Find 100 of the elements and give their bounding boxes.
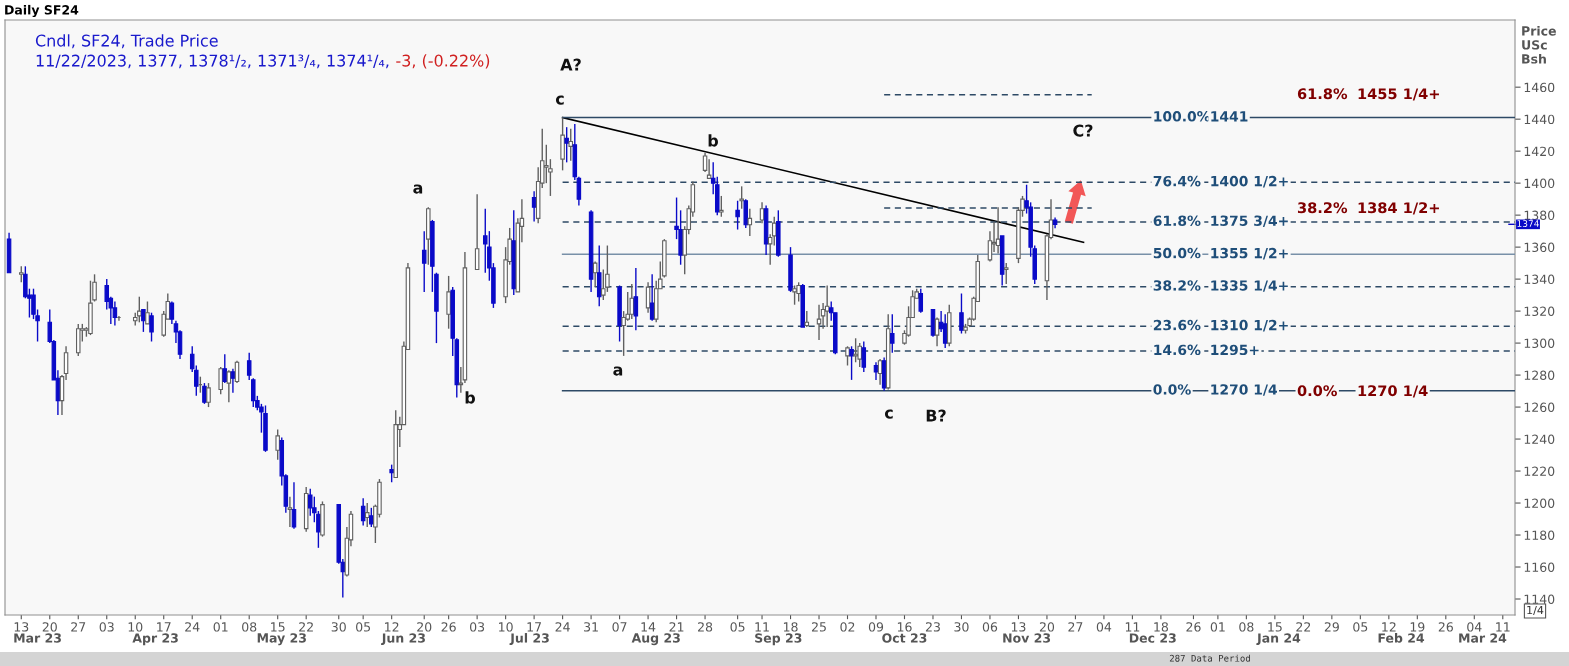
- candlestick: [629, 283, 635, 320]
- candlestick: [934, 316, 940, 347]
- x-tick-label: 20: [417, 622, 432, 632]
- x2-tick-label: Jun 23: [381, 633, 425, 646]
- x-tick-label: 20: [42, 622, 57, 632]
- annotation: 23.6%: [1153, 319, 1201, 331]
- annotation: 1375 3/4+: [1211, 215, 1288, 228]
- y-tick-label: 1240: [1524, 434, 1555, 444]
- candlestick: [149, 312, 154, 343]
- x-tick-label: 30: [331, 622, 346, 632]
- candlestick: [804, 310, 810, 328]
- annotation: 1400 1/2+: [1211, 175, 1288, 188]
- candlestick: [421, 230, 427, 293]
- candlestick: [853, 337, 858, 363]
- x-tick-label: 27: [71, 622, 86, 632]
- annotation: 14.6%: [1154, 344, 1201, 356]
- x-tick-label: 10: [128, 622, 143, 632]
- candlestick: [743, 198, 749, 229]
- candlestick: [230, 367, 236, 394]
- candlestick: [369, 507, 374, 528]
- x2-tick-label: Oct 23: [882, 633, 927, 643]
- text: 287 Data Period: [1169, 654, 1250, 662]
- annotation: 38.2%: [1297, 202, 1348, 214]
- y-tick-label: 1400: [1524, 178, 1555, 189]
- x2-tick-label: Apr 23: [132, 633, 178, 646]
- candlestick: [560, 116, 565, 172]
- x-tick-label: 28: [698, 622, 713, 632]
- candlestick: [739, 185, 744, 210]
- candlestick: [287, 495, 293, 528]
- annotation: 1310 1/2+: [1211, 319, 1288, 332]
- candlestick: [75, 323, 81, 357]
- candlestick: [564, 126, 569, 164]
- candlestick: [474, 193, 480, 271]
- x2-tick-label: Mar 24: [1459, 633, 1507, 643]
- candlestick: [568, 128, 574, 162]
- x-tick-label: 23: [925, 622, 940, 632]
- annotation: C?: [1073, 124, 1093, 137]
- candlestick: [735, 200, 740, 231]
- x-tick-label: 26: [441, 622, 456, 632]
- x2-tick-label: Nov 23: [1003, 633, 1051, 643]
- x2-tick-label: Feb 24: [1378, 633, 1425, 643]
- annotation: 1335 1/4+: [1211, 280, 1288, 292]
- candlestick: [861, 340, 867, 373]
- candlestick: [364, 502, 370, 528]
- x-tick-label: 22: [1296, 622, 1311, 632]
- x-tick-label: 05: [356, 622, 371, 632]
- y-axis-title: Price USc Bsh: [1522, 25, 1556, 64]
- x2-tick-label: May 23: [257, 633, 306, 646]
- x-tick-label: 24: [555, 622, 570, 632]
- x-tick-label: 30: [954, 622, 969, 632]
- y-tick-label: 1360: [1524, 242, 1555, 253]
- y-tick-label: 1320: [1524, 306, 1555, 317]
- x-tick-label: 13: [14, 622, 29, 632]
- chart-title: Daily SF24: [5, 4, 79, 18]
- x2-tick-label: Jul 23: [509, 633, 549, 646]
- annotation: 61.8%: [1297, 88, 1348, 100]
- x-tick-label: 15: [1268, 622, 1282, 632]
- x-tick-label: 27: [1068, 622, 1083, 632]
- x2-tick-label: Mar 23: [14, 633, 61, 643]
- candlestick: [141, 308, 146, 333]
- annotation: 1270 1/4: [1358, 385, 1428, 398]
- annotation: 1295+: [1211, 344, 1259, 356]
- y-tick-label: 1340: [1524, 274, 1555, 285]
- ref-line-label: 1374: [1517, 220, 1539, 227]
- candlestick: [592, 260, 598, 288]
- candlestick: [857, 342, 862, 368]
- candlestick: [1003, 262, 1009, 285]
- x-tick-label: 06: [982, 622, 998, 632]
- x-tick-label: 11: [755, 622, 769, 632]
- x-tick-label: 10: [499, 622, 513, 632]
- x2-tick-label: Sep 23: [755, 633, 802, 646]
- candlestick: [702, 152, 708, 173]
- x-tick-label: 18: [783, 622, 798, 632]
- x-tick-label: 22: [299, 622, 313, 632]
- x-tick-label: 15: [271, 622, 285, 632]
- x-tick-label: 14: [641, 622, 656, 632]
- x-tick-label: 07: [612, 622, 627, 632]
- x-tick-label: 17: [157, 622, 171, 632]
- x-tick-label: 16: [897, 622, 912, 632]
- candlestick: [792, 284, 797, 306]
- candlestick: [706, 158, 712, 180]
- annotation: A?: [560, 58, 581, 71]
- x-tick-label: 18: [1154, 622, 1168, 632]
- x-tick-label: 12: [385, 622, 399, 632]
- y-tick-label: 1460: [1524, 82, 1555, 93]
- x2-tick-label: Dec 23: [1129, 633, 1176, 643]
- annotation: B?: [926, 409, 946, 422]
- annotation: 76.4%: [1153, 175, 1201, 187]
- annotation: 0.0%: [1297, 385, 1337, 397]
- annotation: 1441: [1211, 111, 1248, 122]
- annotation: 0.0%: [1153, 384, 1191, 395]
- text: Cndl, SF24, Trade Price: [35, 34, 218, 49]
- x2-tick-label: Aug 23: [631, 633, 680, 646]
- y-tick-label: 1200: [1524, 498, 1555, 508]
- x-tick-label: 03: [99, 622, 114, 632]
- candlestick: [218, 366, 223, 395]
- x-tick-label: 13: [1011, 622, 1026, 632]
- x-tick-label: 01: [213, 622, 228, 632]
- x-tick-label: 03: [470, 622, 485, 632]
- x-tick-label: 05: [1353, 622, 1368, 632]
